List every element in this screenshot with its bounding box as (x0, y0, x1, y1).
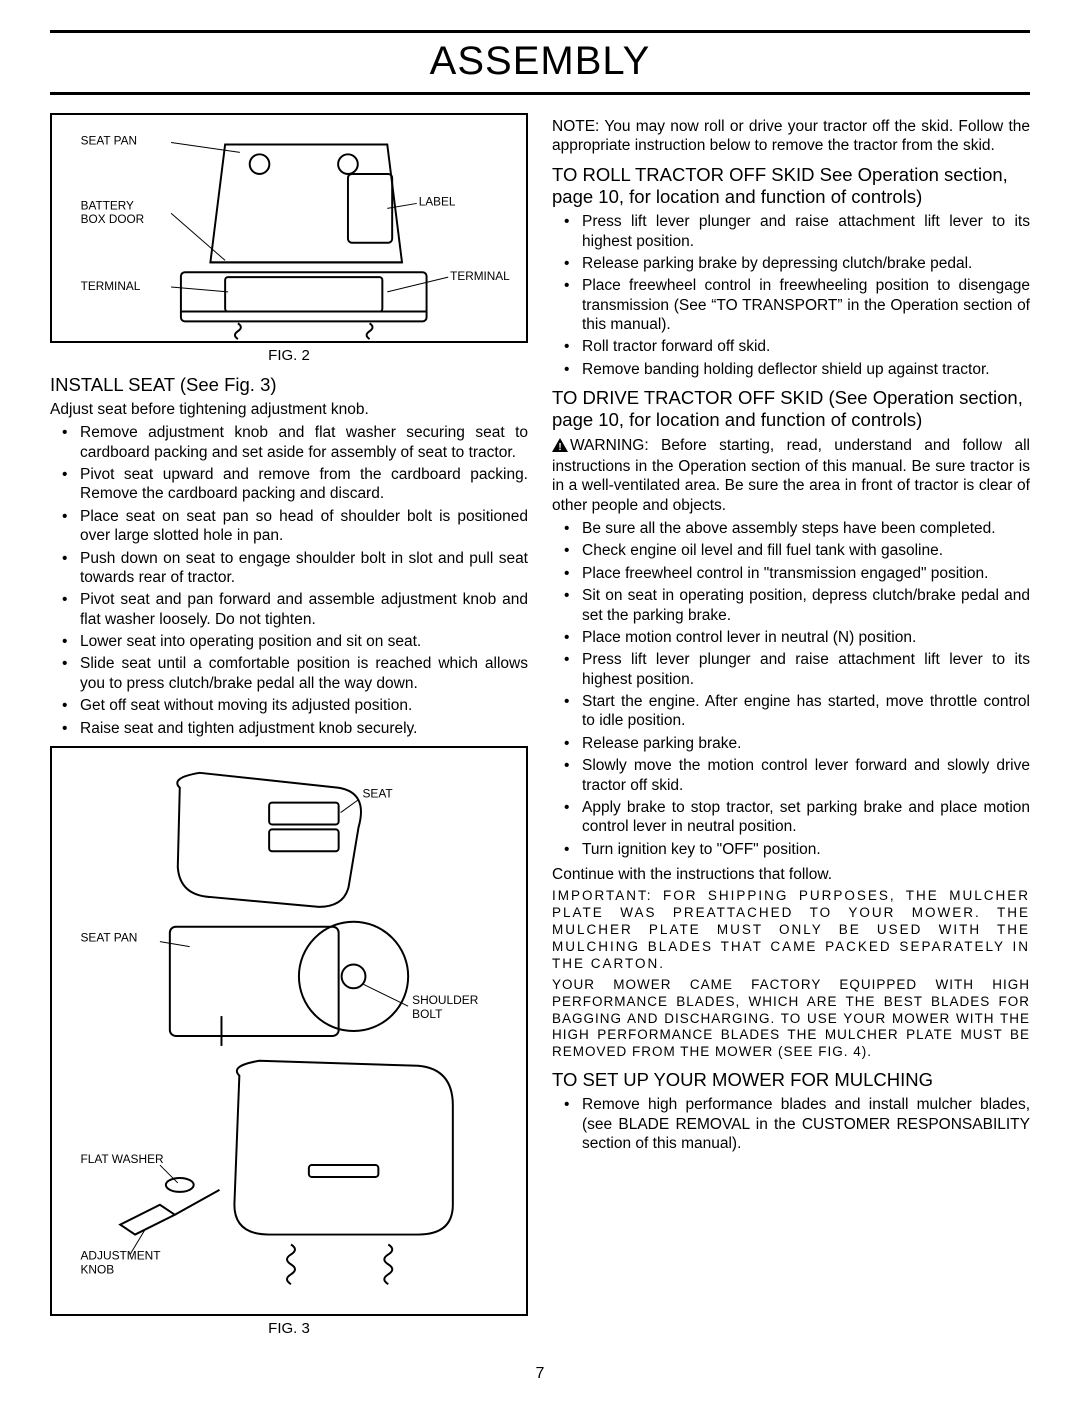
svg-text:BATTERYBOX DOOR: BATTERYBOX DOOR (81, 199, 144, 226)
continue-text: Continue with the instructions that foll… (552, 865, 1030, 884)
list-item: Lower seat into operating position and s… (50, 632, 528, 651)
caps-note: YOUR MOWER CAME FACTORY EQUIPPED WITH HI… (552, 977, 1030, 1061)
svg-text:!: ! (558, 442, 561, 452)
install-seat-list: Remove adjustment knob and flat washer s… (50, 423, 528, 738)
install-seat-heading: INSTALL SEAT (See Fig. 3) (50, 374, 528, 396)
install-seat-intro: Adjust seat before tightening adjustment… (50, 400, 528, 419)
figure-3-caption: FIG. 3 (50, 1320, 528, 1339)
svg-text:SHOULDERBOLT: SHOULDERBOLT (412, 993, 479, 1021)
fig3-label-seat-pan: SEAT PAN (80, 931, 137, 945)
left-column: SEAT PAN BATTERYBOX DOOR TERMINAL LABEL … (50, 113, 528, 1347)
list-item: Place freewheel control in freewheeling … (552, 276, 1030, 334)
list-item: Roll tractor forward off skid. (552, 337, 1030, 356)
figure-2-caption: FIG. 2 (50, 347, 528, 366)
warning-text: WARNING: Before starting, read, understa… (552, 437, 1030, 514)
list-item: Be sure all the above assembly steps hav… (552, 519, 1030, 538)
fig3-label-seat: SEAT (362, 787, 392, 801)
list-item: Release parking brake. (552, 734, 1030, 753)
note-text: NOTE: You may now roll or drive your tra… (552, 117, 1030, 156)
list-item: Apply brake to stop tractor, set parking… (552, 798, 1030, 837)
fig3-label-flat-washer: FLAT WASHER (80, 1152, 164, 1166)
fig2-label-terminal-l: TERMINAL (81, 280, 141, 293)
list-item: Remove adjustment knob and flat washer s… (50, 423, 528, 462)
list-item: Place motion control lever in neutral (N… (552, 628, 1030, 647)
fig2-label-box-door: BOX DOOR (81, 213, 144, 226)
fig2-label-terminal-r: TERMINAL (450, 270, 510, 283)
mulching-list: Remove high performance blades and insta… (552, 1095, 1030, 1153)
figure-2: SEAT PAN BATTERYBOX DOOR TERMINAL LABEL … (50, 113, 528, 343)
list-item: Place freewheel control in "transmission… (552, 564, 1030, 583)
fig2-label-seat-pan: SEAT PAN (81, 134, 137, 147)
drive-off-heading: TO DRIVE TRACTOR OFF SKID (See Opera­tio… (552, 387, 1030, 431)
page-number: 7 (50, 1365, 1030, 1383)
list-item: Turn ignition key to "OFF" position. (552, 840, 1030, 859)
list-item: Get off seat without moving its adjusted… (50, 696, 528, 715)
list-item: Pivot seat and pan forward and assemble … (50, 590, 528, 629)
roll-off-list: Press lift lever plunger and raise attac… (552, 212, 1030, 379)
list-item: Place seat on seat pan so head of should… (50, 507, 528, 546)
list-item: Raise seat and tighten adjustment knob s… (50, 719, 528, 738)
fig2-label-label: LABEL (419, 195, 456, 208)
list-item: Remove high performance blades and insta… (552, 1095, 1030, 1153)
under-rule (50, 92, 1030, 95)
figure-3: SEAT SEAT PAN SHOULDERBOLT FLAT WASHER A… (50, 746, 528, 1316)
list-item: Release parking brake by depressing clut… (552, 254, 1030, 273)
list-item: Slowly move the motion control lever for… (552, 756, 1030, 795)
content-columns: SEAT PAN BATTERYBOX DOOR TERMINAL LABEL … (50, 113, 1030, 1347)
list-item: Start the engine. After engine has start… (552, 692, 1030, 731)
list-item: Check engine oil level and fill fuel tan… (552, 541, 1030, 560)
drive-off-list: Be sure all the above assembly steps hav… (552, 519, 1030, 859)
important-block: IMPORTANT: FOR SHIPPING PURPOSES, THE MU… (552, 888, 1030, 972)
warning-paragraph: ! WARNING: Before starting, read, unders… (552, 436, 1030, 516)
top-rule (50, 30, 1030, 33)
fig2-label-battery: BATTERY (81, 199, 134, 212)
mulching-heading: TO SET UP YOUR MOWER FOR MULCHING (552, 1069, 1030, 1091)
list-item: Slide seat until a comfortable position … (50, 654, 528, 693)
list-item: Press lift lever plunger and raise attac… (552, 212, 1030, 251)
svg-text:ADJUSTMENTKNOB: ADJUSTMENTKNOB (80, 1248, 160, 1276)
page-title: ASSEMBLY (50, 39, 1030, 84)
list-item: Remove banding holding deflector shield … (552, 360, 1030, 379)
right-column: NOTE: You may now roll or drive your tra… (552, 113, 1030, 1347)
list-item: Sit on seat in operating position, depre… (552, 586, 1030, 625)
list-item: Push down on seat to engage shoulder bol… (50, 549, 528, 588)
roll-off-heading: TO ROLL TRACTOR OFF SKID See Opera­tion … (552, 164, 1030, 208)
warning-icon: ! (552, 438, 568, 457)
list-item: Press lift lever plunger and raise attac… (552, 650, 1030, 689)
list-item: Pivot seat upward and remove from the ca… (50, 465, 528, 504)
